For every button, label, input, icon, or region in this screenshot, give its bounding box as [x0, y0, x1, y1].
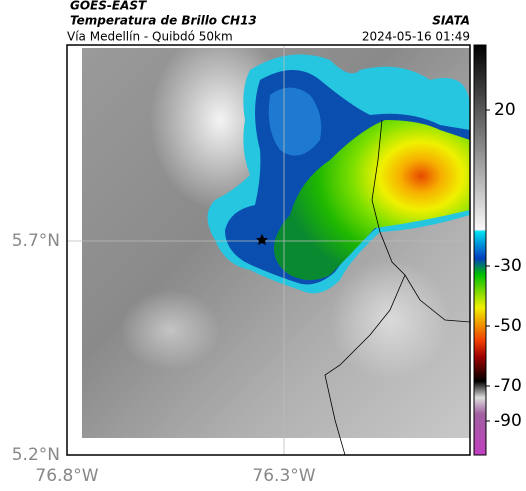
colorbar-label: -90 [494, 411, 522, 431]
route: Vía Medellín - Quibdó 50km [67, 30, 233, 44]
lon-label: 76.8°W [35, 466, 98, 486]
satellite-image [67, 45, 470, 455]
colorbar-ticks: 20 -30 -50 -70 -90 [486, 100, 522, 431]
timestamp: 2024-05-16 01:49 [362, 30, 470, 44]
source: SIATA [432, 14, 470, 28]
colorbar-label: -30 [494, 256, 522, 276]
colorbar-label: -50 [494, 316, 522, 336]
colorbar-label: 20 [494, 100, 516, 120]
map-frame [66, 44, 471, 456]
colorbar-label: -70 [494, 376, 522, 396]
lon-label: 76.3°W [252, 466, 315, 486]
lat-label: 5.7°N [12, 231, 60, 251]
lat-label: 5.2°N [12, 445, 60, 465]
title: Temperatura de Brillo CH13 [70, 14, 257, 28]
colorbar [473, 44, 487, 456]
agency: GOES-EAST [70, 0, 147, 13]
